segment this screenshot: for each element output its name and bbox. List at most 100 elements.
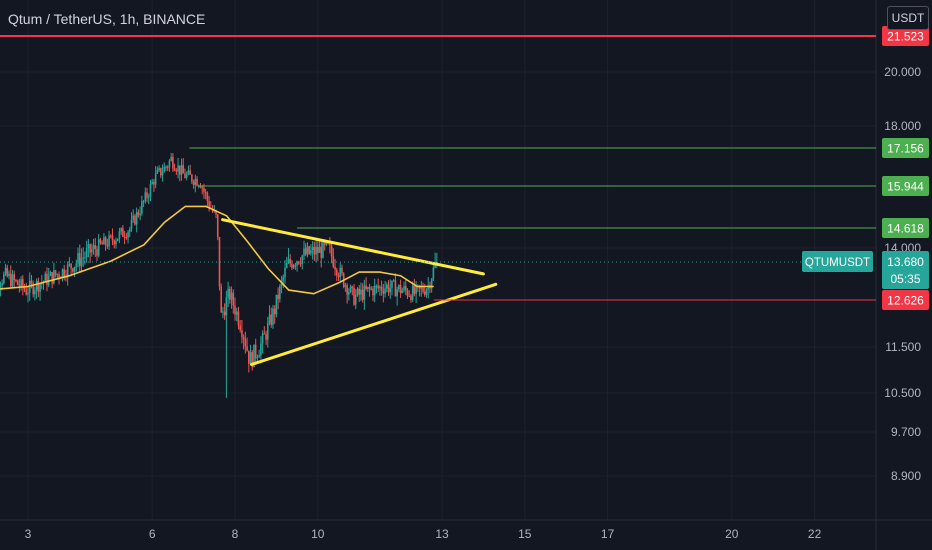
candle-body xyxy=(122,228,124,237)
candle-body xyxy=(82,257,84,259)
candle-body xyxy=(77,253,79,264)
candle-body xyxy=(382,290,385,294)
price-axis-tick: 20.000 xyxy=(884,65,921,79)
candle-body xyxy=(235,311,238,315)
candle-body xyxy=(404,286,407,291)
candle-body xyxy=(123,236,126,238)
candle-body xyxy=(323,242,326,245)
candle-body xyxy=(196,178,198,186)
candle-body xyxy=(294,265,297,267)
candle-body xyxy=(204,191,207,194)
candle-body xyxy=(313,246,316,255)
candle-body xyxy=(158,167,160,171)
candle-body xyxy=(142,200,145,202)
candle-body xyxy=(153,181,155,185)
candle-body xyxy=(194,178,197,185)
candle-body xyxy=(261,333,264,344)
candle-body xyxy=(106,244,109,247)
candle-body xyxy=(291,263,293,268)
candle-body xyxy=(265,334,267,340)
candle-body xyxy=(11,274,14,287)
level-tag-15-944 xyxy=(882,176,929,196)
candle-body xyxy=(108,235,110,247)
candle-body xyxy=(403,286,405,291)
candle-body xyxy=(335,269,338,276)
candle-body xyxy=(191,174,193,182)
candle-body xyxy=(91,249,93,253)
candle-body xyxy=(35,280,38,291)
candle-body xyxy=(408,295,411,297)
level-label: 15.944 xyxy=(887,180,924,194)
candle-body xyxy=(242,336,245,340)
price-axis-tick: 11.500 xyxy=(885,340,921,354)
candle-body xyxy=(432,267,435,280)
candle-body xyxy=(156,170,159,174)
currency-button[interactable]: USDT xyxy=(887,6,929,30)
candle-body xyxy=(296,261,298,266)
candle-body xyxy=(392,280,395,282)
candle-body xyxy=(253,344,255,368)
candle-body xyxy=(49,272,52,276)
candle-body xyxy=(279,285,281,300)
level-tag-17-156 xyxy=(882,138,929,158)
candle-body xyxy=(254,344,257,358)
candle-body xyxy=(223,311,226,316)
candle-body xyxy=(32,283,34,295)
candle-body xyxy=(6,267,9,277)
candle-body xyxy=(284,268,286,278)
price-axis-tick: 8.900 xyxy=(891,469,921,483)
candle-body xyxy=(96,249,98,256)
candle-body xyxy=(179,165,181,175)
symbol-tag xyxy=(802,251,873,272)
time-axis-tick: 6 xyxy=(149,527,156,541)
candle-body xyxy=(423,291,426,295)
candle-body xyxy=(53,270,55,284)
candle-body xyxy=(144,192,147,201)
candle-body xyxy=(315,246,317,255)
candle-body xyxy=(172,156,174,169)
candle-body xyxy=(422,287,424,292)
candle-body xyxy=(241,330,243,337)
candle-body xyxy=(370,288,373,290)
candle-body xyxy=(146,192,148,198)
candle-body xyxy=(365,285,367,289)
candle-body xyxy=(115,240,117,245)
candle-body xyxy=(127,231,129,238)
candle-body xyxy=(18,284,21,287)
candle-body xyxy=(0,285,2,288)
candle-body xyxy=(161,172,164,176)
candle-body xyxy=(389,287,392,293)
price-axis-tick: 10.500 xyxy=(884,386,921,400)
candle-body xyxy=(147,196,150,198)
candle-body xyxy=(84,256,86,258)
candle-body xyxy=(273,308,276,315)
price-tag-value: 13.680 xyxy=(887,255,924,269)
candle-body xyxy=(173,168,176,171)
candle-body xyxy=(367,286,369,289)
candle-body xyxy=(222,311,224,313)
candle-body xyxy=(303,248,305,256)
candle-body xyxy=(227,288,229,298)
candle-body xyxy=(317,246,319,253)
candle-body xyxy=(430,279,433,289)
candle-body xyxy=(125,237,128,239)
price-tag-countdown: 05:35 xyxy=(890,272,920,286)
candle-body xyxy=(56,274,59,276)
candle-body xyxy=(270,314,273,325)
candle-body xyxy=(139,213,141,216)
candle-body xyxy=(89,244,91,253)
candle-body xyxy=(413,285,416,294)
candle-body xyxy=(85,248,88,257)
candle-body xyxy=(368,286,371,289)
candle-body xyxy=(239,325,241,331)
candle-body xyxy=(230,292,233,300)
candle-body xyxy=(128,228,131,232)
candle-body xyxy=(304,248,307,255)
candle-body xyxy=(185,174,188,179)
candle-body xyxy=(118,231,121,239)
candle-body xyxy=(80,258,83,267)
candle-body xyxy=(427,285,429,290)
